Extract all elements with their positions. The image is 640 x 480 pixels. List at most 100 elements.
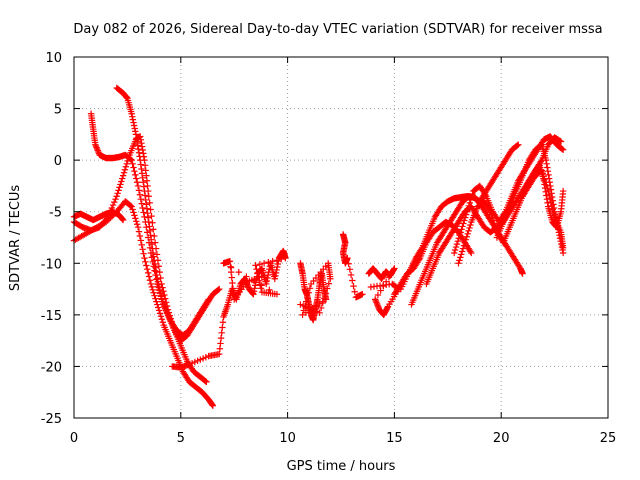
data-point xyxy=(297,301,304,308)
series-noise-13 xyxy=(339,231,366,301)
data-point xyxy=(150,289,157,296)
data-point xyxy=(133,179,141,186)
data-point xyxy=(139,246,146,253)
data-point xyxy=(216,285,223,293)
data-point xyxy=(489,214,496,221)
data-point xyxy=(203,378,210,386)
data-point xyxy=(466,199,473,207)
data-point xyxy=(152,264,159,271)
data-point xyxy=(218,329,225,337)
data-point xyxy=(456,257,463,264)
data-point xyxy=(144,209,151,217)
data-point xyxy=(140,250,147,257)
data-point xyxy=(156,310,164,317)
data-point xyxy=(551,208,558,215)
series-track-b xyxy=(70,133,210,386)
data-point xyxy=(141,254,148,262)
data-point xyxy=(119,175,126,182)
data-point xyxy=(229,279,236,287)
data-point xyxy=(145,193,152,200)
data-point xyxy=(186,361,193,368)
data-point xyxy=(263,280,270,288)
series-track-a xyxy=(70,198,217,409)
data-point xyxy=(146,227,154,235)
data-point xyxy=(452,243,460,251)
data-point xyxy=(269,258,276,265)
data-point xyxy=(304,293,311,301)
y-tick-label: 10 xyxy=(45,51,62,66)
data-point xyxy=(488,211,495,218)
data-point xyxy=(152,268,160,275)
data-point xyxy=(490,220,498,227)
data-point xyxy=(143,205,151,212)
data-point xyxy=(144,182,151,190)
data-point xyxy=(151,239,159,246)
data-point xyxy=(133,175,140,182)
data-point xyxy=(120,169,128,176)
data-point xyxy=(128,156,135,164)
data-point xyxy=(373,300,381,308)
data-point xyxy=(202,354,210,361)
data-point xyxy=(469,190,476,198)
data-point xyxy=(139,174,146,182)
data-point xyxy=(457,254,464,261)
series-track-m xyxy=(519,162,567,231)
data-point xyxy=(114,190,121,197)
data-point xyxy=(468,249,475,257)
data-point xyxy=(115,187,122,194)
data-point xyxy=(119,216,127,224)
data-point xyxy=(254,269,261,277)
data-point xyxy=(519,270,526,277)
data-point xyxy=(149,219,156,226)
data-point xyxy=(277,255,285,263)
data-point xyxy=(250,288,258,295)
data-point xyxy=(556,232,563,239)
data-point xyxy=(321,295,328,302)
data-point xyxy=(202,377,209,385)
data-point xyxy=(153,251,161,258)
data-point xyxy=(116,184,123,191)
data-point xyxy=(559,145,566,153)
data-point xyxy=(390,266,397,273)
data-point xyxy=(256,281,264,288)
data-point xyxy=(148,212,155,220)
data-point xyxy=(260,260,268,267)
data-point xyxy=(129,116,137,123)
data-point xyxy=(95,148,102,156)
x-tick-label: 25 xyxy=(600,431,617,446)
data-point xyxy=(139,146,146,154)
data-point xyxy=(127,202,134,210)
x-tick-label: 5 xyxy=(177,431,185,446)
data-point xyxy=(229,285,237,292)
data-point xyxy=(347,271,355,279)
data-point xyxy=(384,304,391,311)
data-point xyxy=(142,258,149,266)
data-point xyxy=(216,350,223,358)
data-point xyxy=(374,302,381,309)
series-track-e xyxy=(70,208,127,224)
data-point xyxy=(251,285,258,292)
data-point xyxy=(559,187,567,195)
data-point xyxy=(459,245,467,252)
data-point xyxy=(143,262,150,269)
data-point xyxy=(135,187,143,194)
data-point xyxy=(131,167,138,175)
data-point xyxy=(464,230,471,238)
series-noise-14 xyxy=(365,265,402,319)
data-point xyxy=(130,122,138,129)
plot-frame xyxy=(73,56,609,419)
data-point xyxy=(550,204,558,212)
data-point xyxy=(132,131,140,138)
data-point xyxy=(149,249,157,257)
data-point xyxy=(93,145,101,153)
data-point xyxy=(157,293,165,300)
data-point xyxy=(92,141,99,148)
data-point xyxy=(197,356,204,363)
data-point xyxy=(305,289,312,296)
data-point xyxy=(258,282,265,289)
series-track-d xyxy=(113,84,223,344)
data-point xyxy=(118,215,126,222)
data-point xyxy=(537,142,545,149)
data-point xyxy=(143,172,150,179)
data-point xyxy=(558,240,565,248)
